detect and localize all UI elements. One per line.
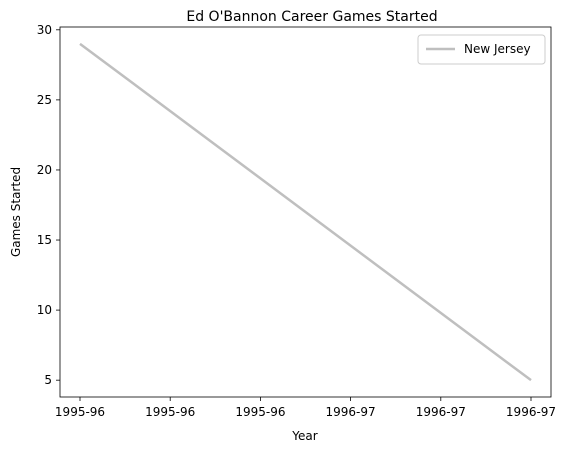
x-axis-label: Year [291, 429, 317, 443]
x-tick-label: 1996-97 [326, 405, 376, 419]
x-tick-label: 1995-96 [235, 405, 285, 419]
legend: New Jersey [417, 34, 546, 65]
chart-title: Ed O'Bannon Career Games Started [186, 9, 437, 25]
y-tick-label: 5 [44, 373, 52, 387]
x-tick-label: 1996-97 [506, 405, 556, 419]
x-tick-label: 1996-97 [416, 405, 466, 419]
x-tick-label: 1995-96 [55, 405, 105, 419]
legend-label: New Jersey [464, 42, 531, 56]
series-line [79, 42, 532, 382]
x-axis-ticks: 1995-96 1995-96 1995-96 1996-97 1996-97 1996-… [55, 397, 556, 419]
y-axis-label: Games Started [9, 167, 23, 257]
series-layer [79, 42, 532, 382]
x-tick-label: 1995-96 [145, 405, 195, 419]
y-tick-label: 15 [37, 233, 52, 247]
y-tick-label: 30 [37, 23, 52, 37]
y-axis-ticks: 5 10 15 20 25 30 [37, 23, 60, 387]
y-tick-label: 20 [37, 163, 52, 177]
legend-box [417, 34, 546, 65]
y-tick-label: 25 [37, 93, 52, 107]
y-tick-label: 10 [37, 303, 52, 317]
